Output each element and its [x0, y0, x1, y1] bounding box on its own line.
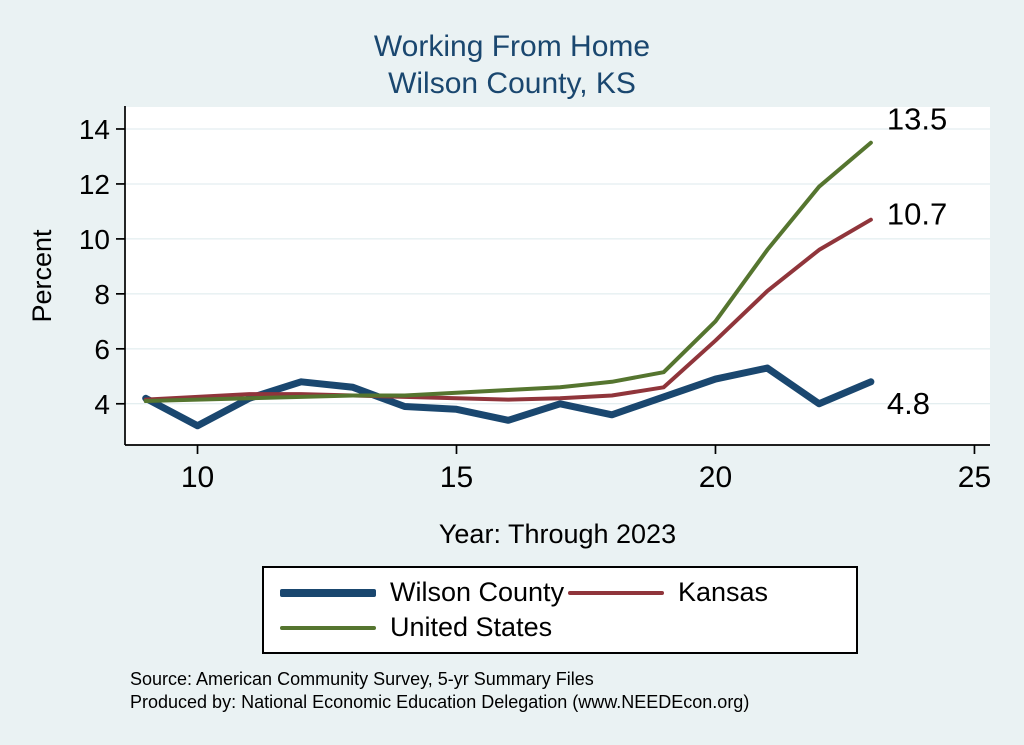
x-axis-title: Year: Through 2023	[438, 519, 677, 549]
legend-item-united-states: United States	[280, 612, 568, 643]
end-value-label: 10.7	[887, 197, 947, 232]
united-states-line-swatch	[280, 625, 376, 630]
footer: Source: American Community Survey, 5-yr …	[130, 668, 990, 714]
svg-text:14: 14	[79, 114, 110, 145]
legend-item-wilson-county: Wilson County	[280, 577, 568, 608]
svg-text:15: 15	[440, 461, 473, 494]
chart-title-line1: Working From Home	[373, 30, 651, 63]
svg-text:10: 10	[79, 224, 110, 255]
chart-title: Working From Home Wilson County, KS	[0, 28, 1024, 102]
produced-note: Produced by: National Economic Education…	[130, 692, 750, 712]
legend-label-wilson-county: Wilson County	[390, 577, 565, 607]
svg-text:12: 12	[79, 169, 110, 200]
legend-label-united-states: United States	[390, 612, 553, 642]
chart-title-line2: Wilson County, KS	[388, 67, 636, 100]
svg-text:6: 6	[94, 334, 110, 365]
end-value-label: 4.8	[887, 386, 930, 421]
svg-text:8: 8	[94, 279, 110, 310]
wilson-county-line-swatch	[280, 588, 376, 597]
svg-text:20: 20	[699, 461, 732, 494]
svg-text:4: 4	[94, 389, 110, 420]
legend-label-kansas: Kansas	[678, 577, 769, 607]
legend: Wilson County Kansas United States	[262, 566, 858, 654]
legend-item-kansas: Kansas	[568, 577, 856, 608]
svg-text:25: 25	[958, 461, 991, 494]
kansas-line-swatch	[568, 590, 664, 595]
end-value-label: 13.5	[887, 102, 947, 137]
svg-text:10: 10	[181, 461, 214, 494]
source-note: Source: American Community Survey, 5-yr …	[130, 669, 594, 689]
